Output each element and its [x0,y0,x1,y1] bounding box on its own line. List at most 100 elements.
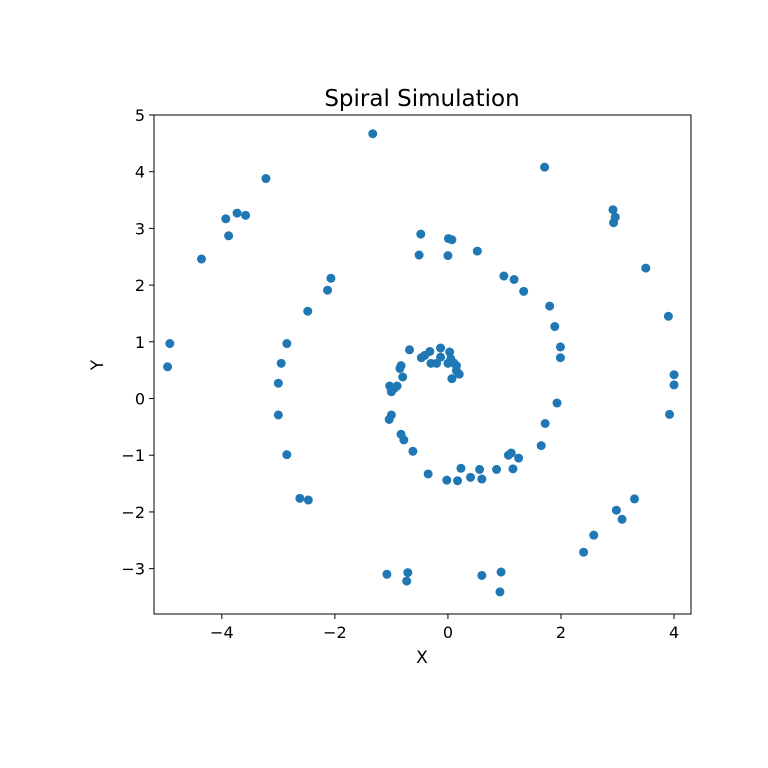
data-point [536,441,546,451]
plot-frame [153,114,692,615]
data-point [443,358,453,368]
data-point [241,210,251,220]
data-point [392,381,402,391]
data-point [395,363,405,373]
data-point [589,530,599,540]
y-tick-label: 4 [135,163,145,182]
y-tick-label: 0 [135,390,145,409]
data-point [540,162,550,172]
data-point [496,567,506,577]
data-point [445,347,455,357]
y-tick-label: 1 [135,333,145,352]
chart-title: Spiral Simulation [324,86,519,112]
data-point [326,273,336,283]
data-point [545,301,555,311]
data-point [454,369,464,379]
data-point [617,514,627,524]
data-point [432,358,442,368]
data-point [402,576,412,586]
plot-area [163,129,679,597]
data-point [408,446,418,456]
data-point [368,129,378,139]
data-point [196,254,206,264]
data-point [295,493,305,503]
data-point [282,339,292,349]
data-point [442,475,452,485]
axis-ticks: −4 −2 0 2 4 −3 −2 −1 0 1 2 3 4 5 [121,106,679,642]
data-point [466,472,476,482]
data-point [663,311,673,321]
data-point [555,342,565,352]
data-point [261,174,271,184]
data-point [386,387,396,397]
x-tick-label: −4 [210,623,234,642]
y-tick-label: 2 [135,276,145,295]
y-axis-label: Y [88,359,108,371]
data-point [423,469,433,479]
data-point [399,435,409,445]
data-point [398,372,408,382]
x-axis-label: X [416,648,428,668]
data-point [540,418,550,428]
data-point [506,448,516,458]
data-point [165,339,175,349]
data-point [669,380,679,390]
y-tick-label: −1 [121,446,145,465]
data-point [416,229,426,239]
data-point [609,218,619,228]
data-point [552,398,562,408]
x-tick-label: 4 [669,623,679,642]
data-point [276,358,286,368]
data-point [414,250,424,260]
y-tick-label: −2 [121,503,145,522]
data-point [641,263,651,273]
y-tick-label: 5 [135,106,145,125]
data-point [611,505,621,515]
data-point [495,587,505,597]
data-point [303,306,313,316]
data-point [509,274,519,284]
data-point [555,353,565,363]
data-point [477,570,487,580]
data-point [456,463,466,473]
data-point [492,464,502,474]
x-tick-label: 2 [556,623,566,642]
data-point [443,251,453,261]
data-point [447,235,457,245]
data-point [472,246,482,256]
x-tick-label: −2 [323,623,347,642]
data-point [303,495,313,505]
y-tick-label: −3 [121,560,145,579]
data-point [384,415,394,425]
data-point [224,231,234,241]
data-point [499,271,509,281]
data-point [453,476,463,486]
data-point [447,374,457,384]
data-point [163,362,173,372]
data-point [221,214,231,224]
data-point [550,322,560,332]
data-point [519,286,529,296]
y-tick-label: 3 [135,219,145,238]
data-point [382,569,392,579]
data-point [404,345,414,355]
data-point [323,285,333,295]
data-point [608,205,618,215]
data-point [629,494,639,504]
data-point [475,464,485,474]
data-point [273,378,283,388]
data-point [273,410,283,420]
data-point [477,474,487,484]
data-point [403,568,413,578]
data-point [669,370,679,380]
data-point [282,450,292,460]
data-point [425,346,435,356]
data-point [232,208,242,218]
x-tick-label: 0 [443,623,453,642]
data-point [665,409,675,419]
data-point [579,547,589,557]
data-point [508,464,518,474]
data-point [514,453,524,463]
